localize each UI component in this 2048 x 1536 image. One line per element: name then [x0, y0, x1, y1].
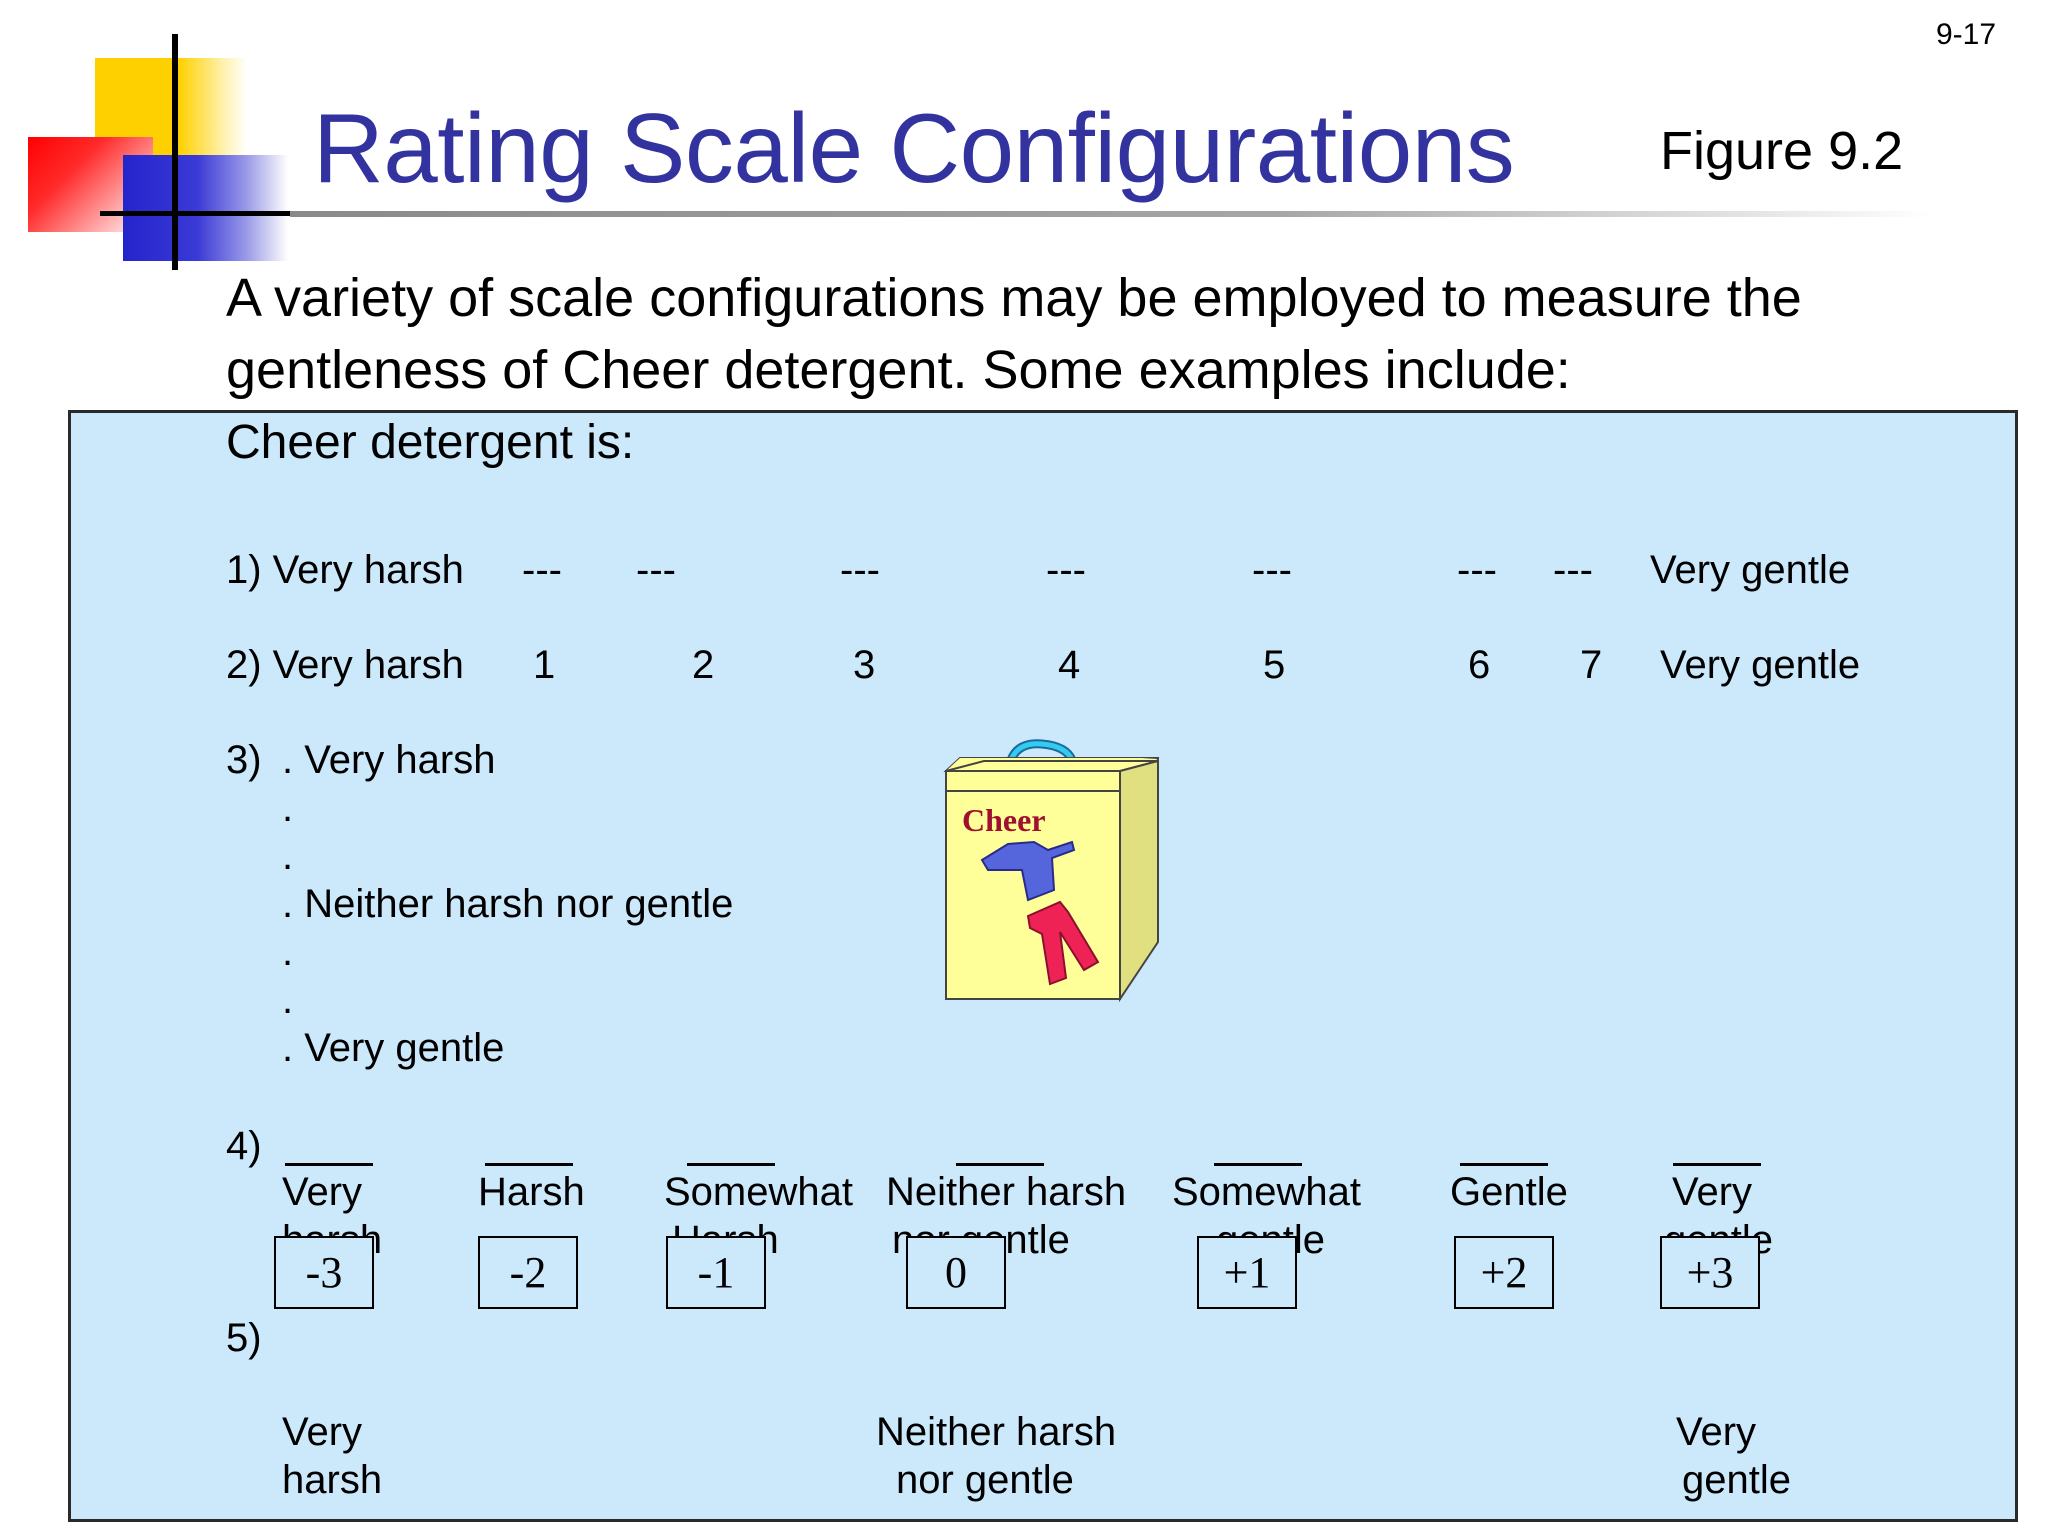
scale4-answer-blank[interactable]	[956, 1163, 1044, 1166]
page-title: Rating Scale Configurations	[313, 93, 1515, 203]
scale3-option-neutral[interactable]: . Neither harsh nor gentle	[282, 882, 734, 926]
slide-number: 9-17	[1935, 18, 1996, 51]
scale3-dot: .	[282, 786, 294, 830]
scale5-number: 5)	[226, 1316, 262, 1360]
scale4-number: 4)	[226, 1124, 262, 1168]
scale5-value-box[interactable]: -1	[666, 1236, 766, 1309]
scale2-number[interactable]: 7	[1580, 643, 1603, 687]
scale5-value-box[interactable]: -3	[274, 1236, 374, 1309]
scale1-blank[interactable]: ---	[1252, 548, 1292, 592]
cheer-detergent-box-illustration	[943, 739, 1160, 1002]
scale4-answer-blank[interactable]	[285, 1163, 373, 1166]
scale5-value-box[interactable]: -2	[478, 1236, 578, 1309]
scale5-anchor-label: Neither harsh	[876, 1410, 1117, 1454]
scale1-blank[interactable]: ---	[1457, 548, 1497, 592]
scale5-anchor-label: nor gentle	[896, 1458, 1074, 1502]
scale1-right-anchor: Very gentle	[1650, 548, 1851, 592]
scale5-anchor-label: gentle	[1682, 1458, 1791, 1502]
scale2-number[interactable]: 5	[1263, 643, 1286, 687]
scale5-anchor-label: harsh	[282, 1458, 383, 1502]
scale4-option-label: Somewhat	[664, 1170, 853, 1214]
lead-in-text: Cheer detergent is:	[226, 416, 635, 469]
logo-vertical-line	[172, 34, 178, 270]
cheer-brand-label: Cheer	[962, 802, 1046, 838]
scale2-number[interactable]: 2	[692, 643, 715, 687]
scale1-blank[interactable]: ---	[522, 548, 562, 592]
scale4-answer-blank[interactable]	[1214, 1163, 1302, 1166]
scale3-number: 3)	[226, 738, 262, 782]
scale1-blank[interactable]: ---	[636, 548, 676, 592]
scale4-answer-blank[interactable]	[1673, 1163, 1761, 1166]
scale3-option-very-gentle[interactable]: . Very gentle	[282, 1026, 505, 1070]
scale3-dot: .	[282, 930, 294, 974]
scale3-dot: .	[282, 978, 294, 1022]
scale2-label: 2) Very harsh	[226, 643, 464, 687]
scale4-option-label: Very	[1672, 1170, 1753, 1214]
scale5-value-box[interactable]: +2	[1454, 1236, 1554, 1309]
logo-horizontal-line	[100, 211, 300, 216]
scale5-value-box[interactable]: +1	[1197, 1236, 1297, 1309]
title-underline-rule	[290, 211, 1930, 217]
scale5-anchor-label: Very	[1676, 1410, 1757, 1454]
scale4-option-label: Somewhat	[1172, 1170, 1361, 1214]
scale2-number[interactable]: 3	[853, 643, 876, 687]
scale4-option-label: Harsh	[478, 1170, 585, 1214]
scale4-option-label: Neither harsh	[886, 1170, 1127, 1214]
scale4-answer-blank[interactable]	[1460, 1163, 1548, 1166]
figure-label: Figure 9.2	[1660, 121, 1904, 181]
scale4-option-label: Gentle	[1450, 1170, 1568, 1214]
scale5-anchor-label: Very	[282, 1410, 363, 1454]
scale4-answer-blank[interactable]	[687, 1163, 775, 1166]
scale2-right-anchor: Very gentle	[1660, 643, 1861, 687]
scale5-value-box[interactable]: +3	[1660, 1236, 1760, 1309]
scale1-label: 1) Very harsh	[226, 548, 464, 592]
scale2-number[interactable]: 1	[533, 643, 556, 687]
scale3-option-very-harsh[interactable]: . Very harsh	[282, 738, 496, 782]
scale1-blank[interactable]: ---	[840, 548, 880, 592]
scale4-answer-blank[interactable]	[485, 1163, 573, 1166]
logo-blue-block	[123, 155, 288, 261]
scale4-option-label: Very	[282, 1170, 363, 1214]
scale5-value-box[interactable]: 0	[906, 1236, 1006, 1309]
scale3-dot: .	[282, 834, 294, 878]
scale1-blank[interactable]: ---	[1553, 548, 1593, 592]
scale2-number[interactable]: 6	[1468, 643, 1491, 687]
scale1-blank[interactable]: ---	[1046, 548, 1086, 592]
scale2-number[interactable]: 4	[1058, 643, 1081, 687]
intro-text: A variety of scale configurations may be…	[226, 268, 1802, 400]
